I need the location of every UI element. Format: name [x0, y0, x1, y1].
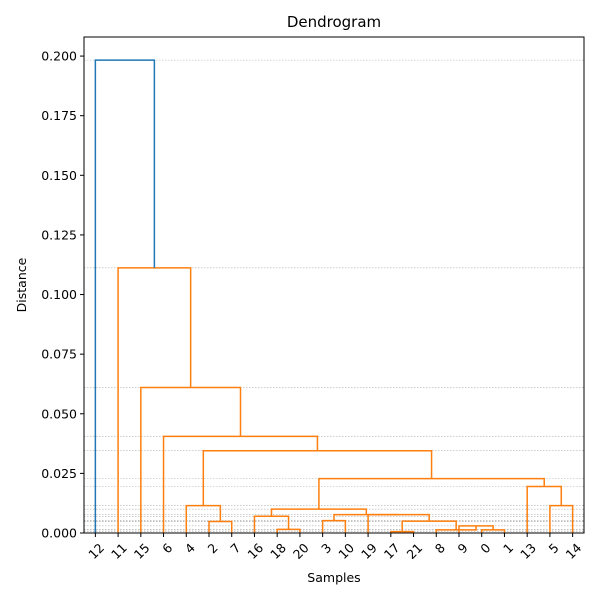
dendrogram-link: [253, 515, 290, 533]
x-tick-label: 19: [358, 540, 380, 562]
y-tick-label: 0.000: [41, 526, 77, 541]
y-axis: 0.000 0.025 0.050 0.075 0.100 0.125 0.150 0.175…: [41, 49, 84, 541]
x-tick-label: 4: [182, 540, 198, 556]
x-tick-label: 20: [290, 540, 312, 562]
dendrogram-link: [94, 59, 156, 533]
x-tick-label: 16: [244, 540, 266, 562]
x-tick-label: 7: [227, 540, 243, 556]
y-tick-label: 0.025: [41, 466, 77, 481]
dendrogram-link: [270, 508, 368, 517]
x-tick-label: 1: [500, 540, 516, 556]
chart-title: Dendrogram: [287, 13, 381, 31]
x-tick-label: 10: [335, 540, 357, 562]
grid-layer: [84, 59, 584, 532]
x-tick-label: 8: [432, 540, 448, 556]
dendrogram-link: [401, 520, 457, 532]
dendrogram-link: [333, 513, 399, 521]
dendrogram-link: [117, 267, 192, 533]
x-tick-label: 18: [267, 540, 289, 562]
x-tick-label: 12: [85, 540, 107, 562]
dendrogram-link: [185, 504, 222, 533]
plot-frame: [83, 36, 585, 534]
x-tick-label: 9: [455, 540, 471, 556]
x-tick-label: 21: [403, 540, 425, 562]
x-axis-label: Samples: [307, 570, 360, 585]
dendrogram-link: [208, 520, 233, 533]
y-tick-label: 0.100: [41, 287, 77, 302]
x-tick-label: 15: [131, 540, 153, 562]
x-tick-label: 5: [545, 540, 561, 556]
x-tick-label: 11: [108, 540, 130, 562]
link-layer: [94, 59, 574, 533]
dendrogram-link: [321, 519, 347, 533]
y-tick-label: 0.075: [41, 347, 77, 362]
x-tick-label: 3: [318, 540, 334, 556]
x-tick-label: 2: [205, 540, 221, 556]
y-tick-label: 0.050: [41, 406, 77, 421]
x-tick-label: 6: [159, 540, 175, 556]
x-tick-label: 13: [517, 540, 539, 562]
x-tick-label: 14: [563, 540, 585, 562]
dendrogram-link: [276, 528, 301, 533]
y-axis-label: Distance: [14, 257, 29, 312]
x-tick-label: 17: [381, 540, 403, 562]
dendrogram-link: [549, 504, 574, 533]
y-tick-label: 0.150: [41, 168, 77, 183]
dendrogram-link: [202, 449, 433, 506]
dendrogram-link: [140, 386, 242, 533]
x-axis: 12 11 15 6 4 2 7 16 18 20 3 10 19 17 21 8 9 0 1 13 5 14: [85, 533, 584, 562]
x-tick-label: 0: [477, 540, 493, 556]
dendrogram-link: [367, 513, 430, 533]
y-tick-label: 0.175: [41, 108, 77, 123]
dendrogram-link: [318, 477, 545, 510]
y-tick-label: 0.200: [41, 49, 77, 64]
y-tick-label: 0.125: [41, 227, 77, 242]
